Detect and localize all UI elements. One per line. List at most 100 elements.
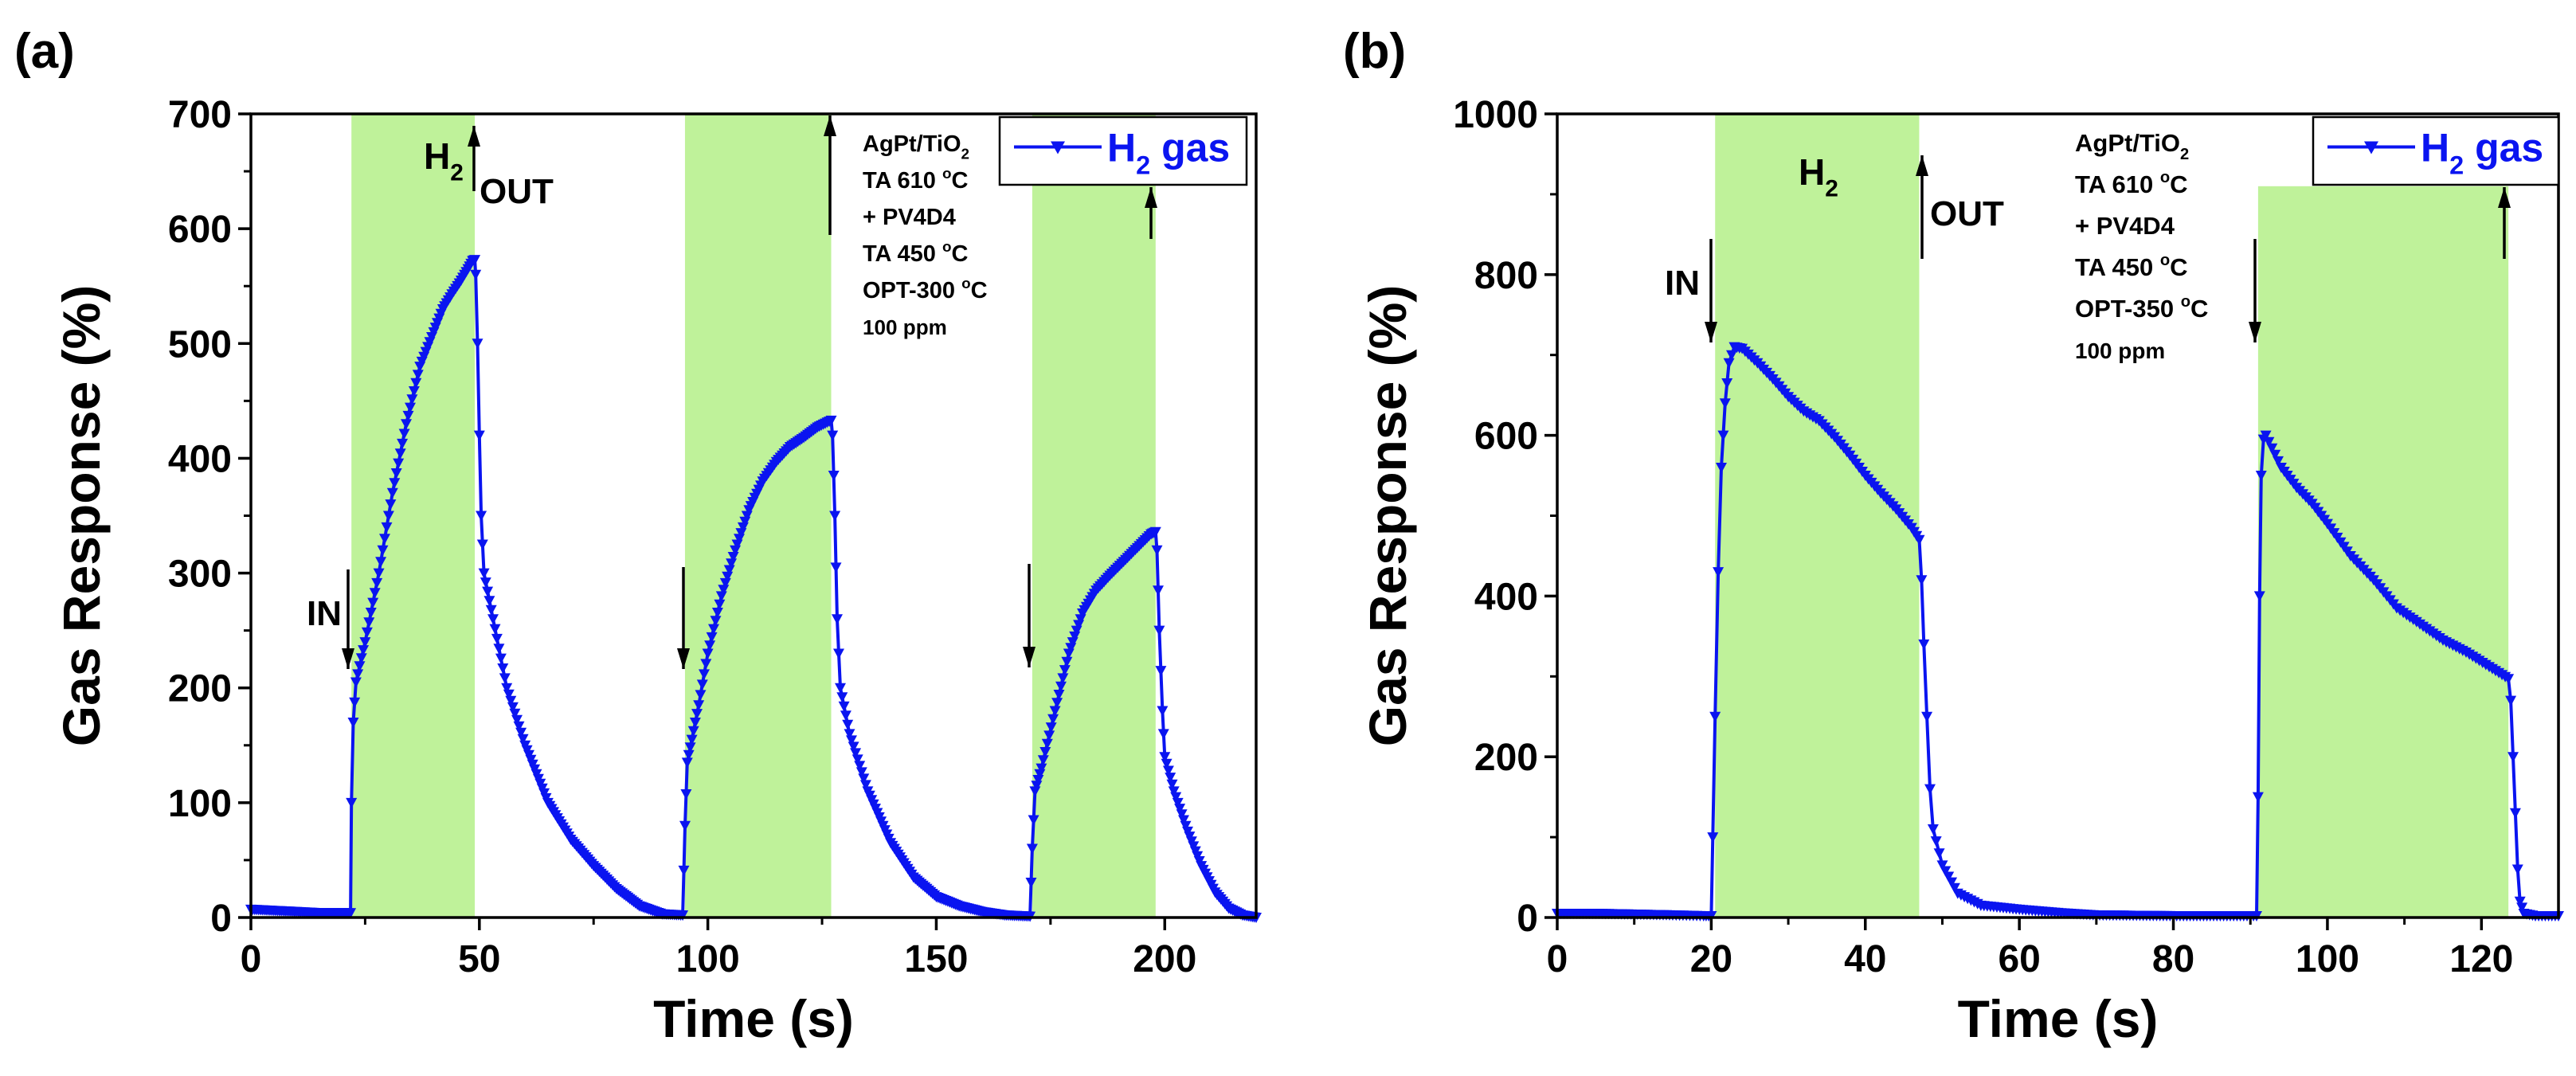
data-point <box>469 255 481 266</box>
data-point <box>2503 674 2515 685</box>
legend-marker <box>1051 141 1065 155</box>
data-point <box>379 534 390 545</box>
data-point <box>367 597 379 608</box>
data-point <box>850 748 862 759</box>
data-point <box>836 692 848 703</box>
data-point <box>1053 690 1065 700</box>
data-point <box>2505 695 2517 706</box>
data-point <box>714 599 726 610</box>
data-point <box>517 734 529 745</box>
data-point <box>483 596 495 607</box>
data-point <box>684 742 696 753</box>
data-point <box>1707 832 1719 843</box>
data-point <box>361 627 373 638</box>
data-point <box>480 577 491 589</box>
data-point <box>363 617 375 628</box>
x-axis-label: Time (s) <box>1958 989 2159 1048</box>
exposure-window <box>1032 114 1156 918</box>
data-point <box>472 338 483 350</box>
info-line: + PV4D4 <box>863 205 956 230</box>
data-point <box>1943 871 1955 882</box>
data-point <box>829 511 841 522</box>
info-line-sup: o <box>2160 169 2170 186</box>
x-tick-label: 40 <box>1844 938 1886 980</box>
data-point <box>1161 758 1173 769</box>
data-point <box>1930 836 1942 847</box>
out-arrow <box>1916 155 1928 259</box>
data-point <box>1924 784 1936 795</box>
data-point <box>838 701 850 712</box>
info-line-sup: o <box>2160 252 2170 269</box>
data-point <box>2511 864 2523 875</box>
panel-label: (a) <box>14 24 75 79</box>
data-point <box>2266 443 2278 454</box>
legend-label-sub: 2 <box>1136 151 1150 180</box>
data-point <box>678 865 690 876</box>
data-point <box>844 729 855 740</box>
data-point <box>842 719 854 730</box>
data-point <box>840 710 851 722</box>
data-point <box>1045 722 1057 734</box>
data-point <box>1155 666 1167 677</box>
gas-label-sub: 2 <box>1825 176 1838 202</box>
y-axis-label: Gas Response (%) <box>1358 285 1417 747</box>
in-arrow-head <box>2249 322 2261 342</box>
in-arrow <box>1705 239 1717 342</box>
data-point <box>827 430 839 441</box>
data-point <box>830 562 842 573</box>
out-arrow-head <box>1145 187 1157 208</box>
data-point <box>1035 763 1047 774</box>
data-point <box>1948 882 1960 894</box>
data-point <box>515 727 527 738</box>
exposure-window <box>684 114 832 918</box>
info-line: OPT-350 oC <box>2075 293 2208 323</box>
data-point <box>1162 765 1174 777</box>
data-point <box>507 702 519 713</box>
out-arrow-head <box>468 126 480 147</box>
data-point <box>859 780 871 791</box>
in-arrow-head <box>677 648 690 669</box>
info-line-rest: C <box>2170 170 2187 198</box>
data-point <box>1157 706 1169 717</box>
data-point <box>381 522 393 533</box>
data-point <box>385 499 397 511</box>
data-point <box>718 585 730 596</box>
data-point <box>1153 625 1165 636</box>
data-point <box>1031 781 1043 792</box>
data-point <box>1149 526 1161 538</box>
data-point <box>495 653 507 664</box>
out-arrow <box>824 115 836 235</box>
data-point <box>2263 436 2275 448</box>
data-point <box>1041 738 1053 749</box>
info-line: OPT-300 oC <box>863 275 988 303</box>
data-point <box>683 749 695 761</box>
data-point <box>513 721 525 732</box>
out-label: OUT <box>480 172 554 211</box>
y-tick-label: 1000 <box>1453 94 1538 136</box>
data-point <box>681 757 693 769</box>
data-point <box>1709 711 1721 722</box>
data-point <box>1927 824 1939 835</box>
data-point <box>394 448 406 460</box>
info-line-sup: o <box>942 165 952 182</box>
data-point <box>1180 820 1192 831</box>
x-tick-label: 50 <box>458 938 500 980</box>
data-point <box>1933 848 1945 859</box>
data-point <box>1178 815 1189 826</box>
data-point <box>1916 575 1928 586</box>
data-point <box>700 659 712 670</box>
info-line-base: OPT-350 <box>2075 295 2181 323</box>
legend-box <box>2312 115 2560 186</box>
gas-label-base: H <box>1799 151 1825 193</box>
data-point <box>355 653 367 664</box>
x-tick-label: 120 <box>2449 938 2513 980</box>
series-markers <box>1552 342 2564 921</box>
legend-box <box>998 115 1248 186</box>
legend-label-rest: gas <box>2464 126 2543 170</box>
legend-label-rest: gas <box>1150 126 1230 170</box>
data-point <box>828 471 840 481</box>
data-point <box>382 511 394 522</box>
data-point <box>687 726 699 737</box>
in-arrow <box>342 569 354 669</box>
